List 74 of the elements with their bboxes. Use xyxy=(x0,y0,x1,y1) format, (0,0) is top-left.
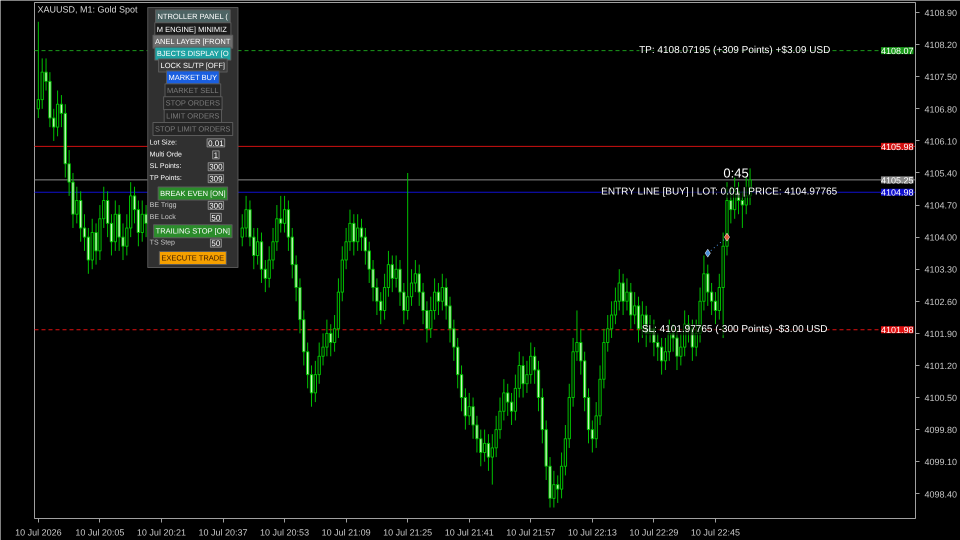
ref-line-label: 4105.25 xyxy=(880,175,914,186)
candlestick xyxy=(352,214,356,256)
candlestick xyxy=(256,227,260,266)
y-tick-label: 4108.90 xyxy=(924,8,958,18)
candlestick xyxy=(360,218,364,252)
x-tick-label: 10 Jul 21:25 xyxy=(383,528,432,538)
x-tick-label: 10 Jul 21:57 xyxy=(506,528,556,538)
candlestick xyxy=(636,296,640,344)
candlestick xyxy=(440,273,444,311)
candlestick xyxy=(471,397,475,440)
y-tick-label: 4107.50 xyxy=(924,72,958,82)
candlestick xyxy=(394,254,398,288)
y-tick-label: 4099.10 xyxy=(924,457,958,468)
y-tick-label: 4102.60 xyxy=(924,296,958,307)
candlestick xyxy=(468,392,471,426)
candlestick xyxy=(282,195,286,234)
x-tick-label: 10 Jul 22:13 xyxy=(568,528,617,538)
x-tick-label: 10 Jul 20:21 xyxy=(136,528,186,538)
candlestick xyxy=(521,356,525,398)
x-tick-label: 10 Jul 2026 xyxy=(15,528,62,538)
x-tick-label: 10 Jul 22:29 xyxy=(629,528,678,538)
candlestick xyxy=(660,337,664,376)
candlestick xyxy=(244,195,248,238)
annotation: 50 xyxy=(211,239,221,248)
y-tick-label: 4099.80 xyxy=(924,425,958,436)
candlestick xyxy=(525,360,529,394)
candlestick xyxy=(629,282,632,330)
ref-line-label: 4105.98 xyxy=(880,142,914,152)
x-tick-label: 10 Jul 22:45 xyxy=(690,528,740,538)
annotation: ENTRY LINE [BUY] | LOT: 0.01 | PRICE: 4104.97765 xyxy=(601,186,838,198)
annotation: 300 xyxy=(209,162,224,172)
candlestick xyxy=(140,200,144,242)
y-tick-label: 4106.10 xyxy=(924,136,958,146)
candlestick xyxy=(482,429,486,462)
annotation: 0.01 xyxy=(208,138,224,148)
ref-line-label: 4104.98 xyxy=(880,188,914,198)
ref-line-label: 4101.98 xyxy=(880,325,914,336)
annotation: 300 xyxy=(209,201,224,210)
candlestick xyxy=(406,172,410,320)
annotation: 0:45 xyxy=(723,166,749,181)
y-tick-label: 4101.20 xyxy=(924,360,958,371)
x-tick-label: 10 Jul 20:05 xyxy=(75,528,124,538)
x-tick-label: 10 Jul 20:53 xyxy=(260,528,310,538)
annotation: TP: 4108.07195 (+309 Points) +$3.09 USD xyxy=(639,45,830,56)
y-tick-label: 4098.40 xyxy=(924,489,958,500)
ref-line-label: 4108.07 xyxy=(880,46,914,56)
candlestick xyxy=(640,300,644,338)
candlestick xyxy=(436,282,440,316)
y-tick-label: 4101.90 xyxy=(924,328,958,339)
candlestick xyxy=(94,222,98,266)
y-tick-label: 4103.30 xyxy=(924,264,958,275)
candlestick xyxy=(510,392,514,426)
candlestick xyxy=(356,214,360,252)
annotation: 50 xyxy=(211,213,221,222)
candlestick xyxy=(390,254,394,293)
x-tick-label: 10 Jul 20:37 xyxy=(198,528,248,538)
annotation: 1 xyxy=(214,150,219,160)
candlestick xyxy=(552,470,556,508)
candlestick xyxy=(329,324,332,357)
x-tick-label: 10 Jul 21:09 xyxy=(322,528,371,538)
candlestick xyxy=(664,337,668,371)
y-tick-label: 4106.80 xyxy=(924,104,958,114)
y-tick-label: 4104.00 xyxy=(924,232,958,243)
y-tick-label: 4105.40 xyxy=(924,168,958,178)
y-tick-label: 4108.20 xyxy=(924,40,958,50)
candlestick xyxy=(56,90,60,137)
annotation: 309 xyxy=(209,174,224,184)
annotation: SL: 4101.97765 (-300 Points) -$3.00 USD xyxy=(642,324,828,336)
chart-title: XAUUSD, M1: Gold Spot xyxy=(38,4,138,14)
y-tick-label: 4100.50 xyxy=(924,393,958,404)
x-tick-label: 10 Jul 21:41 xyxy=(444,528,494,538)
y-tick-label: 4104.70 xyxy=(924,200,958,211)
candlestick xyxy=(486,434,490,472)
candlestick xyxy=(621,273,625,316)
